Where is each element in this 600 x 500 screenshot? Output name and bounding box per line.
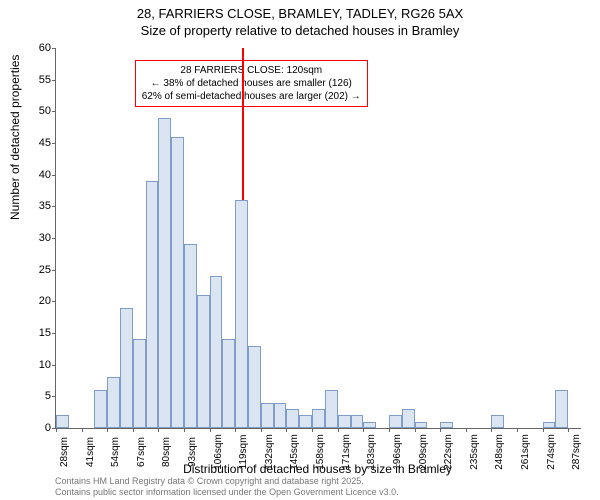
- x-tick-mark: [210, 428, 211, 432]
- y-tick-mark: [52, 175, 56, 176]
- y-tick-label: 45: [26, 137, 51, 149]
- footer-line-2: Contains public sector information licen…: [55, 487, 399, 498]
- annotation-line-2: ← 38% of detached houses are smaller (12…: [142, 77, 361, 90]
- chart-title: 28, FARRIERS CLOSE, BRAMLEY, TADLEY, RG2…: [0, 0, 600, 40]
- histogram-bar: [107, 377, 120, 428]
- title-line-1: 28, FARRIERS CLOSE, BRAMLEY, TADLEY, RG2…: [0, 6, 600, 23]
- histogram-bar: [415, 422, 428, 428]
- histogram-bar: [389, 415, 402, 428]
- x-tick-mark: [107, 428, 108, 432]
- x-tick-mark: [312, 428, 313, 432]
- histogram-bar: [299, 415, 312, 428]
- y-tick-mark: [52, 206, 56, 207]
- histogram-bar: [222, 339, 235, 428]
- title-line-2: Size of property relative to detached ho…: [0, 23, 600, 40]
- x-tick-mark: [568, 428, 569, 432]
- x-tick-mark: [440, 428, 441, 432]
- histogram-bar: [491, 415, 504, 428]
- x-axis-label: Distribution of detached houses by size …: [55, 462, 580, 476]
- y-tick-mark: [52, 333, 56, 334]
- y-tick-mark: [52, 111, 56, 112]
- y-tick-label: 40: [26, 169, 51, 181]
- y-tick-mark: [52, 396, 56, 397]
- x-tick-mark: [491, 428, 492, 432]
- y-tick-label: 15: [26, 327, 51, 339]
- annotation-line-3: 62% of semi-detached houses are larger (…: [142, 90, 361, 103]
- y-tick-label: 5: [26, 390, 51, 402]
- y-tick-mark: [52, 80, 56, 81]
- histogram-bar: [402, 409, 415, 428]
- histogram-bar: [248, 346, 261, 428]
- x-tick-mark: [235, 428, 236, 432]
- y-tick-mark: [52, 270, 56, 271]
- y-tick-mark: [52, 143, 56, 144]
- histogram-bar: [146, 181, 159, 428]
- footer-line-1: Contains HM Land Registry data © Crown c…: [55, 476, 399, 487]
- x-tick-mark: [286, 428, 287, 432]
- y-tick-label: 0: [26, 422, 51, 434]
- y-tick-label: 60: [26, 42, 51, 54]
- y-axis-label: Number of detached properties: [8, 55, 22, 220]
- histogram-bar: [363, 422, 376, 428]
- y-tick-label: 35: [26, 200, 51, 212]
- y-tick-label: 10: [26, 359, 51, 371]
- y-tick-mark: [52, 365, 56, 366]
- y-tick-label: 20: [26, 295, 51, 307]
- y-tick-mark: [52, 301, 56, 302]
- histogram-bar: [56, 415, 69, 428]
- x-tick-mark: [158, 428, 159, 432]
- histogram-bar: [94, 390, 107, 428]
- x-tick-mark: [543, 428, 544, 432]
- x-tick-mark: [338, 428, 339, 432]
- histogram-bar: [338, 415, 351, 428]
- y-tick-label: 55: [26, 74, 51, 86]
- histogram-bar: [133, 339, 146, 428]
- y-tick-label: 25: [26, 264, 51, 276]
- histogram-bar: [312, 409, 325, 428]
- y-tick-label: 30: [26, 232, 51, 244]
- plot-area: 28 FARRIERS CLOSE: 120sqm ← 38% of detac…: [55, 48, 581, 429]
- histogram-bar: [184, 244, 197, 428]
- x-tick-mark: [82, 428, 83, 432]
- histogram-bar: [543, 422, 556, 428]
- histogram-bar: [210, 276, 223, 428]
- histogram-bar: [286, 409, 299, 428]
- footer-attribution: Contains HM Land Registry data © Crown c…: [55, 476, 399, 498]
- chart-container: 28, FARRIERS CLOSE, BRAMLEY, TADLEY, RG2…: [0, 0, 600, 500]
- annotation-box: 28 FARRIERS CLOSE: 120sqm ← 38% of detac…: [135, 60, 368, 107]
- histogram-bar: [235, 200, 248, 428]
- y-tick-label: 50: [26, 105, 51, 117]
- x-tick-mark: [517, 428, 518, 432]
- histogram-bar: [261, 403, 274, 428]
- histogram-bar: [325, 390, 338, 428]
- histogram-bar: [351, 415, 364, 428]
- histogram-bar: [158, 118, 171, 428]
- x-tick-mark: [56, 428, 57, 432]
- x-tick-mark: [261, 428, 262, 432]
- histogram-bar: [440, 422, 453, 428]
- x-tick-mark: [133, 428, 134, 432]
- y-tick-mark: [52, 238, 56, 239]
- histogram-bar: [555, 390, 568, 428]
- x-tick-mark: [389, 428, 390, 432]
- x-tick-mark: [184, 428, 185, 432]
- histogram-bar: [274, 403, 287, 428]
- x-tick-mark: [363, 428, 364, 432]
- histogram-bar: [171, 137, 184, 428]
- x-tick-mark: [466, 428, 467, 432]
- x-tick-mark: [415, 428, 416, 432]
- histogram-bar: [197, 295, 210, 428]
- y-tick-mark: [52, 48, 56, 49]
- annotation-line-1: 28 FARRIERS CLOSE: 120sqm: [142, 64, 361, 77]
- histogram-bar: [120, 308, 133, 428]
